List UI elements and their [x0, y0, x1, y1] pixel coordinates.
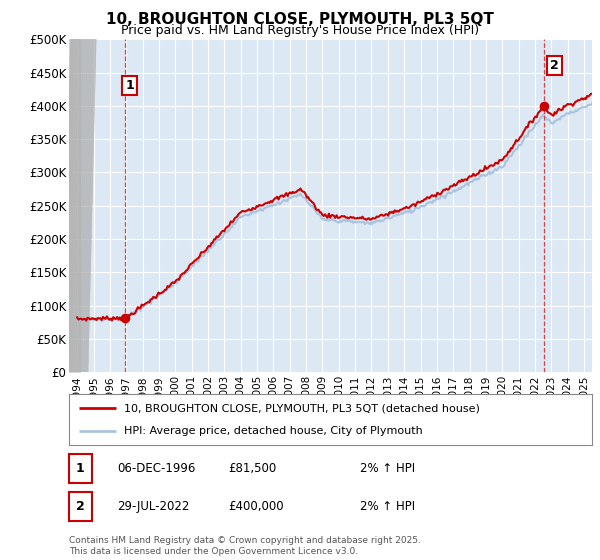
Text: 2% ↑ HPI: 2% ↑ HPI: [360, 500, 415, 513]
Text: Price paid vs. HM Land Registry's House Price Index (HPI): Price paid vs. HM Land Registry's House …: [121, 24, 479, 36]
Text: £400,000: £400,000: [228, 500, 284, 513]
Text: £81,500: £81,500: [228, 462, 276, 475]
Text: 29-JUL-2022: 29-JUL-2022: [117, 500, 190, 513]
Text: HPI: Average price, detached house, City of Plymouth: HPI: Average price, detached house, City…: [124, 426, 422, 436]
Text: 2: 2: [76, 500, 85, 513]
Text: 06-DEC-1996: 06-DEC-1996: [117, 462, 196, 475]
Text: 10, BROUGHTON CLOSE, PLYMOUTH, PL3 5QT (detached house): 10, BROUGHTON CLOSE, PLYMOUTH, PL3 5QT (…: [124, 403, 480, 413]
Text: 1: 1: [125, 80, 134, 92]
Text: 1: 1: [76, 462, 85, 475]
Text: 2% ↑ HPI: 2% ↑ HPI: [360, 462, 415, 475]
Text: 2: 2: [550, 59, 559, 72]
Text: 10, BROUGHTON CLOSE, PLYMOUTH, PL3 5QT: 10, BROUGHTON CLOSE, PLYMOUTH, PL3 5QT: [106, 12, 494, 27]
Text: Contains HM Land Registry data © Crown copyright and database right 2025.
This d: Contains HM Land Registry data © Crown c…: [69, 536, 421, 556]
